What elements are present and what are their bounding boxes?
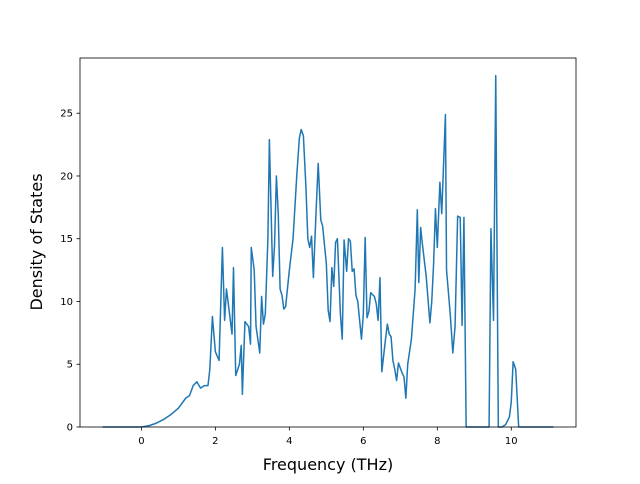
y-tick-label: 15 — [60, 234, 73, 245]
x-tick-label: 6 — [360, 436, 366, 447]
plot-frame — [79, 57, 577, 428]
x-tick-label: 2 — [212, 436, 218, 447]
y-tick-label: 5 — [67, 360, 73, 371]
y-tick-label: 10 — [60, 297, 73, 308]
x-tick-label: 10 — [505, 436, 518, 447]
x-tick-label: 0 — [138, 436, 144, 447]
x-tick-label: 4 — [286, 436, 292, 447]
y-tick-label: 20 — [60, 171, 73, 182]
y-tick-label: 0 — [67, 423, 73, 434]
x-tick-label: 8 — [434, 436, 440, 447]
x-axis-label: Frequency (THz) — [263, 455, 393, 474]
line — [102, 74, 554, 428]
y-tick-label: 25 — [60, 109, 73, 120]
y-axis-label: Density of States — [27, 173, 46, 310]
